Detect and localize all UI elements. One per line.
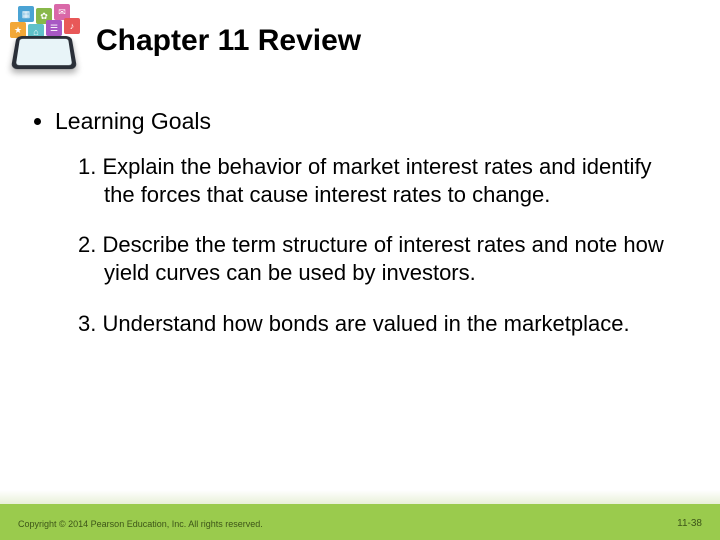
- goal-text: Understand how bonds are valued in the m…: [102, 311, 629, 336]
- page-number: 11-38: [677, 518, 702, 529]
- goal-number: 2.: [78, 232, 96, 257]
- goal-text: Explain the behavior of market interest …: [102, 154, 651, 207]
- app-tile-icon: ☰: [46, 20, 62, 36]
- goals-list: 1. Explain the behavior of market intere…: [78, 153, 686, 338]
- copyright-text: Copyright © 2014 Pearson Education, Inc.…: [18, 519, 263, 529]
- content-area: Learning Goals 1. Explain the behavior o…: [34, 108, 686, 360]
- slide-title: Chapter 11 Review: [96, 24, 361, 58]
- list-item: 2. Describe the term structure of intere…: [78, 231, 686, 287]
- header-icon: ▦ ✿ ✉ ★ ⌂ ☰ ♪: [10, 6, 80, 71]
- goal-number: 1.: [78, 154, 96, 179]
- list-item: 1. Explain the behavior of market intere…: [78, 153, 686, 209]
- section-label: Learning Goals: [55, 108, 211, 135]
- goal-text: Describe the term structure of interest …: [102, 232, 663, 285]
- app-tile-icon: ▦: [18, 6, 34, 22]
- footer-gradient: [0, 490, 720, 504]
- tablet-icon: [11, 36, 77, 69]
- bullet-icon: [34, 118, 41, 125]
- section-row: Learning Goals: [34, 108, 686, 135]
- app-tile-icon: ♪: [64, 18, 80, 34]
- slide: ▦ ✿ ✉ ★ ⌂ ☰ ♪ Chapter 11 Review Learning…: [0, 0, 720, 540]
- list-item: 3. Understand how bonds are valued in th…: [78, 310, 686, 338]
- goal-number: 3.: [78, 311, 96, 336]
